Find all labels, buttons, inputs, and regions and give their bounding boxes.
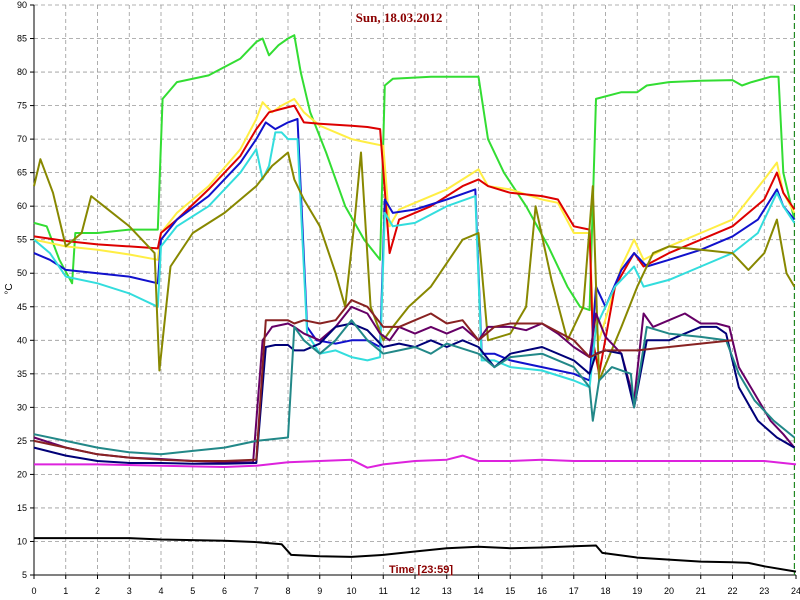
- chart-title: Sun, 18.03.2012: [356, 10, 443, 25]
- y-tick-label: 40: [17, 335, 27, 345]
- series-line-8: [33, 322, 795, 465]
- y-tick-label: 80: [17, 67, 27, 77]
- y-tick-label: 75: [17, 101, 27, 111]
- y-tick-label: 25: [17, 436, 27, 446]
- y-tick-label: 50: [17, 268, 27, 278]
- x-tick-label: 4: [158, 586, 163, 596]
- x-tick-label: 3: [127, 586, 132, 596]
- x-tick-label: 5: [190, 586, 195, 596]
- series-line-3: [33, 104, 796, 375]
- series-group: [33, 34, 797, 573]
- series-line-9: [33, 319, 796, 456]
- series-line-11: [34, 454, 797, 469]
- y-tick-label: 70: [17, 134, 27, 144]
- x-tick-label: 15: [505, 586, 515, 596]
- y-tick-label: 5: [22, 570, 27, 580]
- x-tick-label: 16: [537, 586, 547, 596]
- series-line-12: [34, 537, 797, 573]
- series-line-10: [33, 299, 733, 462]
- x-tick-label: 1: [63, 586, 68, 596]
- y-tick-label: 65: [17, 168, 27, 178]
- y-tick-label: 45: [17, 302, 27, 312]
- y-tick-label: 55: [17, 235, 27, 245]
- x-tick-label: 13: [442, 586, 452, 596]
- x-axis-label: Time [23:59]: [389, 564, 453, 576]
- tick-labels: 0 1 2 3 4 5 6 7 8 9 10 11 12 13 14 15 16 17 18 19 20 21 22 23 24…: [17, 0, 800, 596]
- x-tick-label: 8: [285, 586, 290, 596]
- x-tick-label: 14: [473, 586, 483, 596]
- x-tick-label: 18: [600, 586, 610, 596]
- series-line-7: [33, 305, 796, 464]
- x-tick-label: 0: [31, 586, 36, 596]
- x-tick-label: 21: [696, 586, 706, 596]
- y-tick-label: 30: [17, 402, 27, 412]
- y-tick-label: 90: [17, 0, 27, 10]
- x-tick-label: 23: [759, 586, 769, 596]
- y-tick-label: 35: [17, 369, 27, 379]
- y-tick-label: 15: [17, 503, 27, 513]
- x-tick-label: 22: [727, 586, 737, 596]
- x-tick-label: 20: [664, 586, 674, 596]
- y-axis-label: °C: [4, 283, 15, 294]
- series-line-6: [33, 151, 796, 382]
- axes: [30, 4, 797, 579]
- x-tick-label: 17: [569, 586, 579, 596]
- y-tick-label: 60: [17, 201, 27, 211]
- x-tick-label: 7: [254, 586, 259, 596]
- x-tick-label: 24: [791, 586, 800, 596]
- x-tick-label: 19: [632, 586, 642, 596]
- y-tick-label: 85: [17, 34, 27, 44]
- x-tick-label: 10: [346, 586, 356, 596]
- x-tick-label: 6: [222, 586, 227, 596]
- x-tick-label: 12: [410, 586, 420, 596]
- y-tick-label: 10: [17, 536, 27, 546]
- y-tick-label: 20: [17, 469, 27, 479]
- x-tick-label: 2: [95, 586, 100, 596]
- x-tick-label: 9: [317, 586, 322, 596]
- series-line-4: [33, 118, 796, 382]
- x-tick-label: 11: [379, 586, 388, 596]
